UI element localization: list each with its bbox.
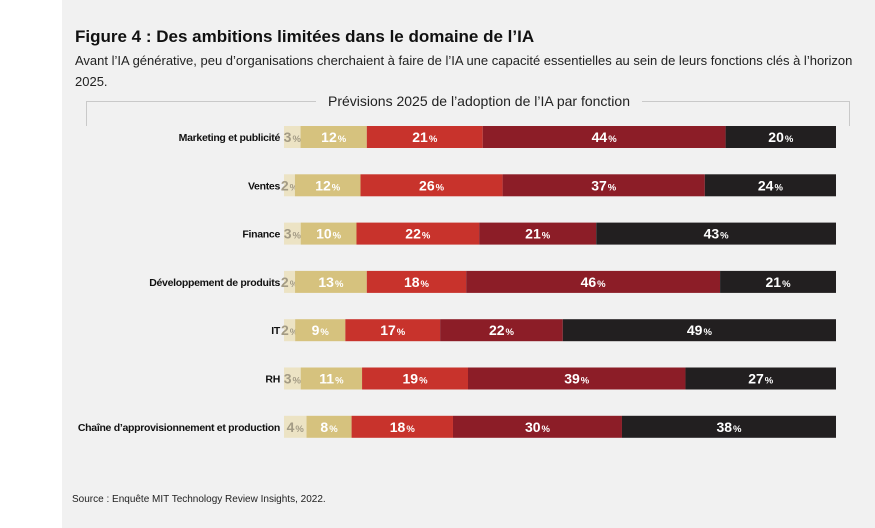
bar-segment [479,222,597,245]
data-label: 22% [405,226,431,242]
data-label: 46% [581,274,607,290]
figure-subtitle: Avant l’IA générative, peu d’organisatio… [75,53,853,89]
data-label: 39% [564,371,590,387]
bar-segment [284,367,301,390]
data-label: 21% [412,129,438,145]
bar-segment [294,174,361,197]
data-label: 43% [704,226,730,242]
data-label: 49% [687,322,713,338]
bar-segment [300,126,367,148]
category-label: Ventes [248,180,281,192]
bar-segment [720,270,836,293]
data-label: 3% [284,226,302,242]
bar-segment [345,319,441,342]
data-label: 38% [716,419,742,435]
bar-segment [284,126,301,148]
category-label: RH [265,374,280,386]
figure-title: Figure 4 : Des ambitions limitées dans l… [75,27,535,46]
data-label: 8% [320,419,338,435]
data-label: 18% [404,274,430,290]
bar-segment [284,270,296,293]
bar-segment [306,415,352,438]
bar-segment [621,415,836,438]
data-label: 4% [287,419,305,435]
category-label: Développement de produits [149,277,280,289]
bar-segment [482,126,726,148]
data-label: 17% [380,322,406,338]
bar-segment [452,415,622,438]
data-label: 10% [316,226,342,242]
data-label: 11% [319,371,344,387]
bar-segment [502,174,705,197]
bar-segment [466,270,721,293]
category-label: IT [271,325,281,337]
data-label: 24% [758,177,784,193]
bar-segment [596,222,836,245]
data-label: 27% [748,371,774,387]
data-label: 3% [284,129,302,145]
bar-segment [468,367,686,390]
chart-title: Prévisions 2025 de l’adoption de l’IA pa… [316,93,642,109]
data-label: 2% [281,274,299,290]
bar-segment [284,222,301,245]
bar-segment [685,367,836,390]
bar-segment [366,126,483,148]
bar-segment [562,319,836,342]
bar-segment [300,367,363,390]
bar-segment [284,174,295,197]
bar-segment [295,319,346,342]
bar-segment [440,319,563,342]
bar-segment [295,270,367,293]
data-label: 13% [318,274,344,290]
bar-segment [351,415,453,438]
data-label: 18% [390,419,416,435]
data-label: 3% [284,371,302,387]
source-note: Source : Enquête MIT Technology Review I… [72,494,326,505]
bar-segment [360,174,503,197]
data-label: 21% [766,274,792,290]
data-label: 21% [525,226,551,242]
data-label: 12% [321,129,347,145]
bar-segment [725,126,836,148]
bar-segment [356,222,480,245]
data-label: 30% [525,419,551,435]
data-label: 20% [768,129,794,145]
category-label: Finance [242,229,280,241]
bar-segment [366,270,467,293]
bar-segment [704,174,836,197]
bar-segment [284,415,307,438]
data-label: 37% [591,177,617,193]
figure-panel [62,0,875,528]
data-label: 22% [489,322,515,338]
bar-segment [300,222,357,245]
data-label: 2% [281,177,299,193]
bar-segment [362,367,468,390]
data-label: 2% [281,322,299,338]
data-label: 19% [403,371,429,387]
data-label: 44% [592,129,618,145]
data-label: 9% [312,322,330,338]
bar-segment [284,319,296,342]
category-label: Marketing et publicité [179,132,281,144]
data-label: 12% [315,177,341,193]
data-label: 26% [419,177,445,193]
category-label: Chaîne d’approvisionnement et production [78,422,280,434]
